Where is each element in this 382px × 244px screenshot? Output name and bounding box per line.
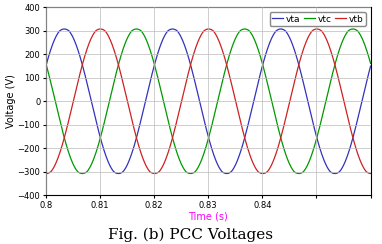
vtb bbox=[272, 156, 277, 159]
Text: Fig. (b) PCC Voltages: Fig. (b) PCC Voltages bbox=[108, 227, 274, 242]
vtb bbox=[333, 64, 337, 67]
vtb bbox=[255, 169, 259, 172]
Line: vta: vta bbox=[46, 29, 382, 173]
vta bbox=[44, 65, 48, 68]
vta bbox=[333, 172, 337, 175]
vta bbox=[272, 31, 277, 34]
vtc bbox=[254, 44, 259, 47]
vtb bbox=[206, 28, 211, 30]
vta bbox=[178, 34, 183, 37]
Line: vtc: vtc bbox=[46, 29, 382, 173]
Y-axis label: Voltage (V): Voltage (V) bbox=[6, 74, 16, 128]
vtc bbox=[44, 62, 48, 65]
vtc bbox=[107, 98, 112, 101]
vtc bbox=[178, 160, 183, 163]
vtb bbox=[152, 172, 157, 175]
vtc bbox=[296, 172, 301, 175]
vtc bbox=[306, 162, 311, 165]
vta bbox=[255, 86, 259, 89]
vta bbox=[62, 28, 66, 30]
vtb bbox=[178, 105, 183, 108]
X-axis label: Time (s): Time (s) bbox=[188, 211, 228, 221]
vtc bbox=[333, 62, 337, 65]
vtb bbox=[44, 172, 48, 175]
Legend: vta, vtc, vtb: vta, vtc, vtb bbox=[270, 12, 366, 26]
Line: vtb: vtb bbox=[46, 29, 382, 173]
vta bbox=[116, 172, 121, 175]
vtb bbox=[107, 37, 112, 40]
vta bbox=[306, 102, 311, 105]
vtb bbox=[306, 35, 311, 38]
vtc bbox=[351, 28, 355, 30]
vtc bbox=[272, 112, 277, 115]
vta bbox=[107, 164, 112, 167]
